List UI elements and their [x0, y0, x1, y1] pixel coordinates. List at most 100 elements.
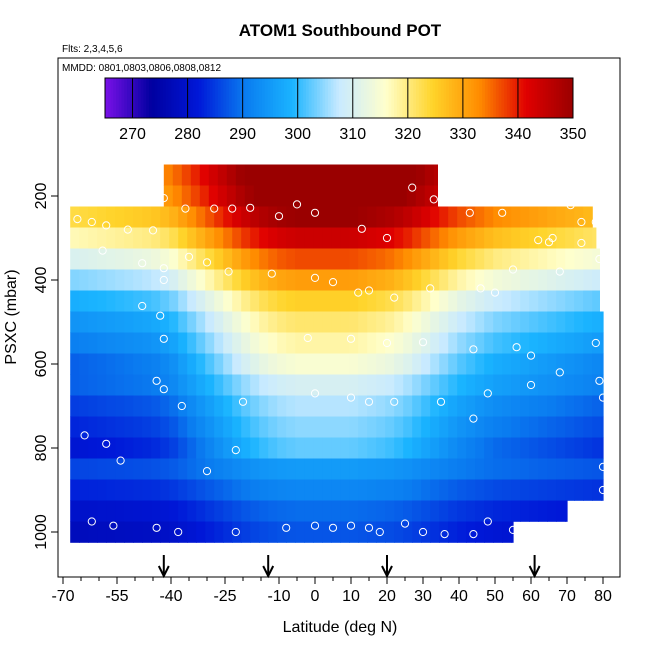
heatmap-cell [151, 479, 161, 501]
heatmap-cell [205, 206, 215, 228]
colorbar-swatch [237, 78, 241, 118]
heatmap-cell [475, 437, 485, 459]
heatmap-cell [421, 332, 431, 354]
heatmap-cell [106, 395, 116, 417]
heatmap-cell [133, 521, 143, 543]
heatmap-cell [169, 395, 179, 417]
heatmap-cell [277, 332, 287, 354]
heatmap-cell [370, 185, 381, 207]
heatmap-cell [322, 311, 332, 333]
heatmap-cell [196, 290, 206, 312]
heatmap-cell [358, 416, 368, 438]
heatmap-cell [376, 500, 386, 522]
colorbar-swatch [201, 78, 205, 118]
colorbar-swatch [154, 78, 158, 118]
heatmap-cell [187, 290, 197, 312]
heatmap-cell [79, 332, 89, 354]
heatmap-cell [349, 374, 359, 396]
heatmap-cell [430, 374, 440, 396]
heatmap-cell [466, 290, 476, 312]
colorbar-swatch [248, 78, 252, 118]
heatmap-cell [439, 227, 449, 249]
heatmap-cell [151, 248, 161, 270]
heatmap-cell [376, 521, 386, 543]
heatmap-cell [547, 269, 557, 291]
colorbar-tick-label: 270 [119, 126, 146, 143]
colorbar-swatch [484, 78, 489, 118]
heatmap-cell [340, 479, 350, 501]
heatmap-cell [160, 395, 170, 417]
heatmap-cell [142, 437, 152, 459]
latitude-arrow-head [262, 565, 275, 579]
heatmap-cell [322, 248, 332, 270]
colorbar-swatch [363, 78, 368, 118]
heatmap-cell [322, 227, 332, 249]
sample-point [469, 530, 478, 539]
colorbar-swatch [127, 78, 131, 118]
heatmap-cell [178, 416, 188, 438]
heatmap-cell [259, 269, 269, 291]
heatmap-cell [304, 458, 314, 480]
heatmap-cell [187, 521, 197, 543]
heatmap-cell [214, 479, 224, 501]
heatmap-cell [106, 269, 116, 291]
heatmap-cell [484, 458, 494, 480]
heatmap-cell [493, 437, 503, 459]
heatmap-cell [376, 227, 386, 249]
colorbar-swatch [198, 78, 202, 118]
heatmap-cell [592, 458, 602, 480]
heatmap-cell [367, 311, 377, 333]
heatmap-cell [88, 269, 98, 291]
heatmap-cell [268, 500, 278, 522]
colorbar-swatch [528, 78, 533, 118]
heatmap-cell [160, 521, 170, 543]
colorbar-swatch [193, 78, 197, 118]
heatmap-cell [457, 395, 467, 417]
colorbar-swatch [138, 78, 142, 118]
heatmap-cell [502, 437, 512, 459]
heatmap-cell [88, 248, 98, 270]
heatmap-cell [430, 437, 440, 459]
heatmap-cell [349, 521, 359, 543]
sample-point [159, 275, 168, 285]
heatmap-cell [331, 227, 341, 249]
heatmap-cell [376, 353, 386, 375]
heatmap-cell [475, 500, 485, 522]
heatmap-cell [421, 206, 431, 228]
heatmap-cell [244, 164, 255, 186]
heatmap-cell [349, 353, 359, 375]
sample-point [591, 217, 600, 227]
heatmap-cell [331, 458, 341, 480]
heatmap-cell [124, 437, 134, 459]
colorbar-swatch [242, 78, 246, 118]
heatmap-cell [160, 206, 170, 228]
heatmap-cell [556, 332, 566, 354]
colorbar-swatch [300, 78, 304, 118]
heatmap-cell [241, 311, 251, 333]
heatmap-cell [322, 479, 332, 501]
heatmap-cell [304, 395, 314, 417]
x-tick-label: 20 [378, 588, 396, 605]
heatmap-cell [133, 206, 143, 228]
colorbar-swatch [531, 78, 535, 118]
heatmap-cell [124, 332, 134, 354]
heatmap-cell [412, 374, 422, 396]
heatmap-cell [349, 248, 359, 270]
heatmap-cell [556, 458, 566, 480]
heatmap-cell [406, 185, 417, 207]
heatmap-cell [403, 458, 413, 480]
heatmap-cell [367, 227, 377, 249]
heatmap-cell [466, 374, 476, 396]
heatmap-cell [271, 164, 282, 186]
heatmap-cell [376, 269, 386, 291]
colorbar-swatch [490, 78, 494, 118]
heatmap-cell [520, 395, 530, 417]
heatmap-cell [250, 416, 260, 438]
heatmap-cell [223, 437, 233, 459]
heatmap-cell [331, 206, 341, 228]
colorbar-swatch [165, 78, 169, 118]
colorbar-border [104, 77, 574, 119]
heatmap-cell [196, 206, 206, 228]
heatmap-cell [367, 437, 377, 459]
heatmap-cell [250, 458, 260, 480]
